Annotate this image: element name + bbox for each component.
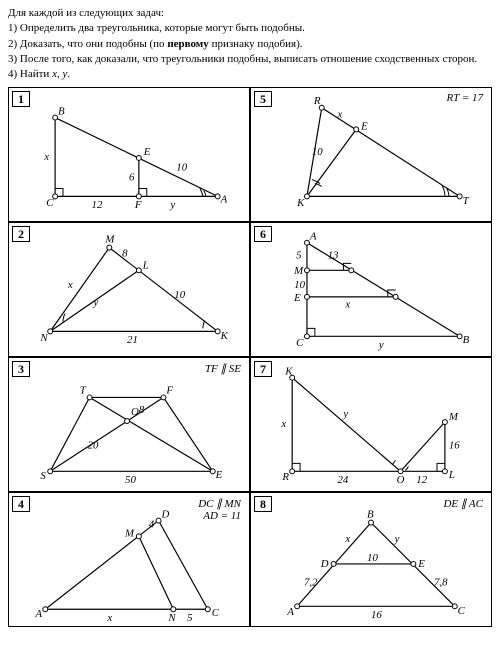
svg-text:K: K <box>220 331 229 343</box>
svg-text:S: S <box>40 471 46 483</box>
svg-text:B: B <box>58 106 65 118</box>
svg-text:5: 5 <box>296 250 302 262</box>
diagram-2: M L N K 8 10 21 x y <box>9 223 249 356</box>
svg-text:O: O <box>397 475 405 487</box>
svg-text:F: F <box>165 385 173 397</box>
svg-text:10: 10 <box>367 552 378 564</box>
svg-text:M: M <box>104 234 115 246</box>
diagram-4: A D M N C 4 5 x <box>9 493 249 626</box>
svg-text:E: E <box>143 146 151 158</box>
svg-text:K: K <box>284 366 293 378</box>
svg-text:R: R <box>313 95 321 107</box>
svg-text:8: 8 <box>122 248 128 260</box>
svg-text:10: 10 <box>294 280 305 292</box>
svg-text:12: 12 <box>416 475 427 487</box>
diagram-1: B C F A E x 6 10 12 y <box>9 88 249 221</box>
svg-text:12: 12 <box>92 200 103 212</box>
diagram-7: K M R O L x y 16 24 12 <box>251 358 491 491</box>
problem-4: 4 DC ∥ MN AD = 11 A D M N C 4 5 x <box>8 492 250 627</box>
svg-text:A: A <box>286 607 294 619</box>
diagram-8: B D E A C x y 10 7,2 7,8 16 <box>251 493 491 626</box>
svg-text:B: B <box>463 335 470 347</box>
svg-text:L: L <box>448 470 455 482</box>
problem-header: Для каждой из следующих задач: 1) Опреде… <box>8 6 492 81</box>
svg-text:10: 10 <box>174 289 185 301</box>
svg-text:A: A <box>220 194 228 206</box>
svg-text:y: y <box>378 340 384 352</box>
svg-text:x: x <box>344 299 350 311</box>
step-1: 1) Определить два треугольника, которые … <box>8 21 492 35</box>
svg-text:13: 13 <box>328 250 339 262</box>
svg-text:D: D <box>320 558 329 570</box>
svg-text:16: 16 <box>371 610 382 622</box>
problem-1: 1 B C F A E x 6 10 12 y <box>8 87 250 222</box>
svg-text:C: C <box>296 338 304 350</box>
svg-text:E: E <box>360 121 368 133</box>
svg-text:16: 16 <box>449 440 460 452</box>
svg-text:y: y <box>93 297 99 309</box>
problem-3: 3 TF ∥ SE T F S E O 8 20 50 <box>8 357 250 492</box>
svg-text:10: 10 <box>176 162 187 174</box>
svg-text:C: C <box>46 198 54 210</box>
svg-text:O: O <box>131 407 139 419</box>
problem-8: 8 DE ∥ AC B D E A C x y 10 7,2 7,8 16 <box>250 492 492 627</box>
svg-text:7,8: 7,8 <box>434 577 448 589</box>
svg-text:x: x <box>67 280 73 292</box>
diagram-5: R E K T x 10 <box>251 88 491 221</box>
svg-text:7,2: 7,2 <box>304 577 318 589</box>
diagram-3: T F S E O 8 20 50 <box>9 358 249 491</box>
diagram-6: A M E C B 5 13 10 x y <box>251 223 491 356</box>
svg-text:y: y <box>394 534 400 546</box>
svg-text:F: F <box>134 200 142 212</box>
svg-text:E: E <box>215 470 223 482</box>
svg-text:K: K <box>296 198 305 210</box>
svg-text:C: C <box>212 608 220 620</box>
svg-text:M: M <box>293 266 304 278</box>
svg-text:6: 6 <box>129 172 135 184</box>
svg-text:x: x <box>344 534 350 546</box>
svg-text:20: 20 <box>88 440 99 452</box>
svg-text:24: 24 <box>338 475 349 487</box>
svg-text:C: C <box>458 606 466 618</box>
svg-text:M: M <box>448 412 459 424</box>
svg-text:y: y <box>342 409 348 421</box>
svg-text:T: T <box>80 385 87 397</box>
step-4: 4) Найти x, y. <box>8 67 492 81</box>
problem-5: 5 RT = 17 R E K T x 10 <box>250 87 492 222</box>
svg-text:N: N <box>167 613 176 625</box>
svg-text:A: A <box>34 609 42 621</box>
problem-7: 7 K M R O L x y 16 24 12 <box>250 357 492 492</box>
svg-text:N: N <box>39 333 48 345</box>
svg-text:x: x <box>337 109 343 121</box>
svg-text:D: D <box>161 509 170 521</box>
svg-text:x: x <box>106 613 112 625</box>
svg-text:4: 4 <box>149 519 155 531</box>
svg-text:x: x <box>280 418 286 430</box>
problem-2: 2 M L N K 8 10 21 x y <box>8 222 250 357</box>
step-3: 3) После того, как доказали, что треугол… <box>8 52 492 66</box>
step-2: 2) Доказать, что они подобны (по первому… <box>8 37 492 51</box>
svg-text:5: 5 <box>187 613 193 625</box>
svg-text:M: M <box>124 528 135 540</box>
svg-text:21: 21 <box>127 335 138 347</box>
problem-6: 6 A M E C B 5 13 10 x y <box>250 222 492 357</box>
svg-text:E: E <box>417 558 425 570</box>
svg-text:y: y <box>169 200 175 212</box>
problem-grid: 1 B C F A E x 6 10 12 y 5 RT = 17 <box>8 87 492 627</box>
svg-text:R: R <box>281 472 289 484</box>
intro-text: Для каждой из следующих задач: <box>8 6 492 20</box>
svg-text:10: 10 <box>312 146 323 158</box>
svg-text:50: 50 <box>125 475 136 487</box>
svg-text:A: A <box>309 231 317 243</box>
svg-text:E: E <box>293 292 301 304</box>
svg-text:T: T <box>463 196 470 208</box>
svg-text:8: 8 <box>139 405 145 417</box>
svg-text:L: L <box>142 260 149 272</box>
svg-text:x: x <box>43 151 49 163</box>
svg-text:B: B <box>367 509 374 521</box>
